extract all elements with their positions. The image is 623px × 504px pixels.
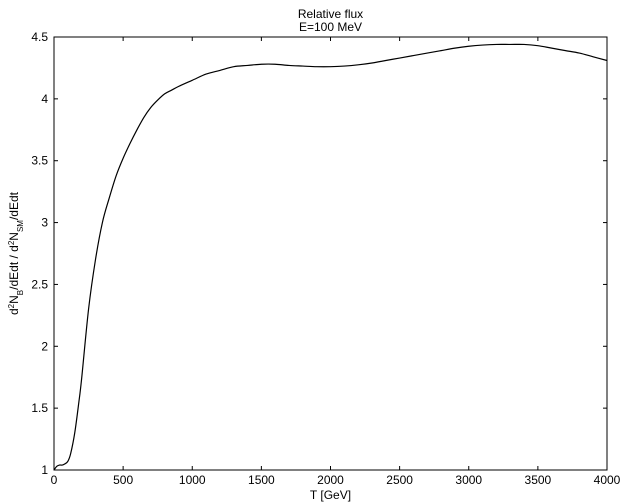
relative-flux-curve: [53, 43, 608, 471]
y-axis-label: d2NB/dEdt / d2NSM/dEdt: [7, 191, 25, 315]
y-label-part-2: N: [7, 295, 21, 304]
y-tick-label: 3.5: [31, 154, 48, 168]
y-tick-label: 2.5: [31, 277, 48, 291]
y-tick-label: 4: [41, 92, 48, 106]
y-tick-label: 1: [41, 463, 48, 477]
x-axis-ticks: 0 500 1000 1500 2000 2500 3000 3500 4000: [51, 37, 621, 487]
y-label-sub-1: B: [16, 290, 25, 295]
x-tick-label: 500: [113, 473, 133, 487]
x-tick-label: 4000: [594, 473, 621, 487]
chart-title: Relative flux: [298, 7, 363, 21]
chart-subtitle: E=100 MeV: [299, 20, 362, 34]
plot-area: [53, 36, 608, 471]
x-tick-label: 3500: [525, 473, 552, 487]
y-label-sup-1: 2: [7, 303, 16, 308]
x-tick-label: 1000: [179, 473, 206, 487]
x-axis-label: T [GeV]: [310, 488, 351, 502]
y-label-part-1: d: [7, 308, 21, 315]
x-tick-label: 1500: [248, 473, 275, 487]
x-tick-label: 2000: [317, 473, 344, 487]
y-tick-label: 4.5: [31, 30, 48, 44]
y-label-sub-2: SM: [16, 220, 25, 232]
y-label-part-3: /dEdt / d: [7, 245, 21, 290]
y-tick-label: 2: [41, 339, 48, 353]
y-tick-label: 1.5: [31, 401, 48, 415]
y-label-sup-2: 2: [7, 240, 16, 245]
x-tick-label: 0: [51, 473, 58, 487]
y-tick-label: 3: [41, 216, 48, 230]
x-tick-label: 3000: [455, 473, 482, 487]
y-label-part-5: /dEdt: [7, 191, 21, 220]
y-axis-ticks: 1 1.5 2 2.5 3 3.5 4 4.5: [31, 30, 607, 477]
x-tick-label: 2500: [386, 473, 413, 487]
y-label-part-4: N: [7, 232, 21, 241]
